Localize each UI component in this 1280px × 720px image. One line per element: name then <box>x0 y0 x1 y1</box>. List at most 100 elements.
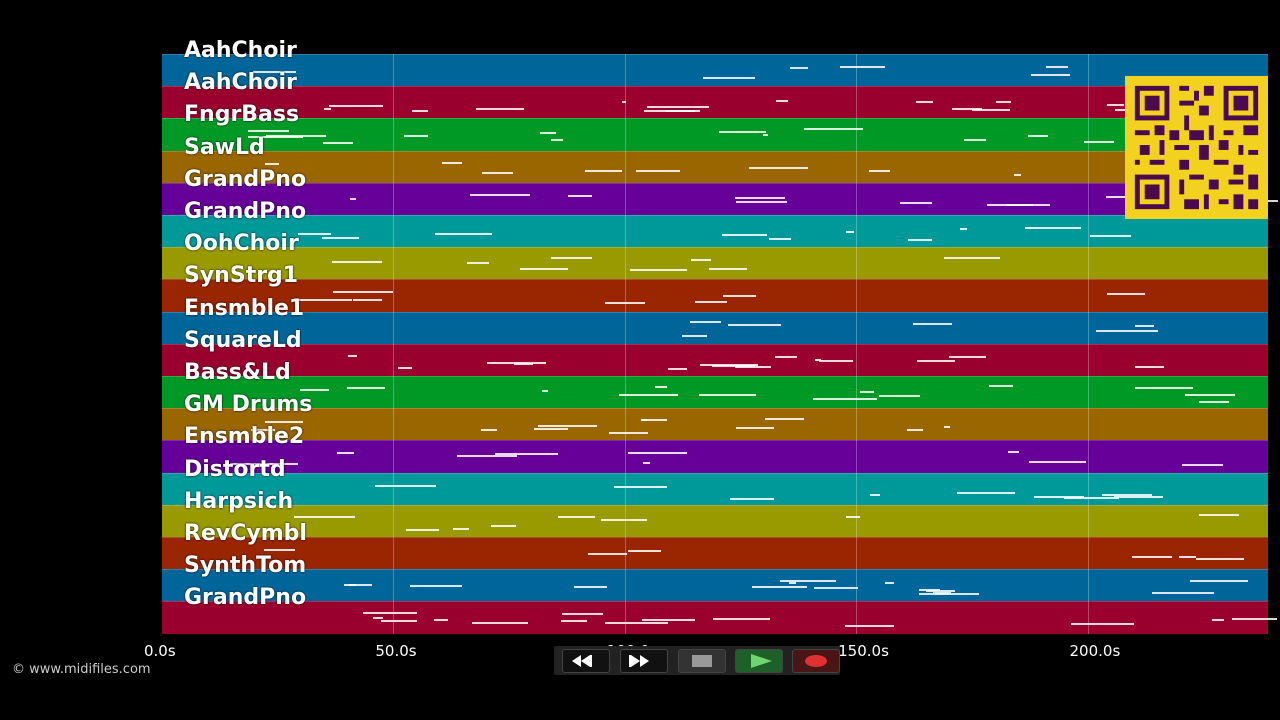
note-mark <box>1090 234 1131 237</box>
note-mark <box>609 432 649 435</box>
note-mark <box>839 66 886 69</box>
track-lane <box>162 118 1268 152</box>
note-mark <box>229 463 285 466</box>
grid-line <box>1087 54 1089 634</box>
note-mark <box>723 294 757 297</box>
note-mark <box>700 363 759 366</box>
record-button[interactable] <box>792 649 840 673</box>
note-mark <box>456 454 517 457</box>
play-button[interactable] <box>735 649 783 673</box>
note-mark <box>487 361 546 364</box>
note-mark <box>899 202 932 205</box>
fast-forward-button[interactable] <box>620 649 668 673</box>
track-lane <box>162 150 1268 184</box>
track-label: GrandPno <box>184 199 307 224</box>
note-mark <box>708 267 748 270</box>
track-label: AahChoir <box>184 38 297 63</box>
stop-icon <box>692 655 712 667</box>
note-mark <box>1114 495 1163 498</box>
note-mark <box>1107 292 1146 295</box>
record-icon <box>805 655 827 667</box>
note-mark <box>250 428 276 431</box>
note-mark <box>406 529 440 532</box>
note-mark <box>952 108 983 111</box>
note-mark <box>253 70 296 73</box>
note-mark <box>1151 592 1215 595</box>
note-mark <box>1179 556 1196 559</box>
note-mark <box>846 515 861 518</box>
track-lane <box>162 537 1268 570</box>
note-mark <box>926 590 956 593</box>
note-mark <box>943 256 1001 259</box>
track-lane <box>162 504 1268 538</box>
note-mark <box>628 550 662 553</box>
note-mark <box>1134 325 1154 328</box>
track-lanes <box>162 54 1278 635</box>
note-mark <box>727 323 782 326</box>
note-mark <box>482 171 514 174</box>
note-mark <box>913 322 953 325</box>
note-mark <box>343 583 357 586</box>
rewind-button[interactable] <box>562 649 610 673</box>
track-label: Ensmble2 <box>184 424 305 450</box>
note-mark <box>539 132 557 135</box>
note-mark <box>614 485 668 488</box>
note-mark <box>331 261 382 264</box>
note-mark <box>654 385 668 388</box>
note-mark <box>752 586 808 589</box>
note-mark <box>1064 497 1120 500</box>
note-mark <box>769 238 791 241</box>
note-mark <box>878 395 921 398</box>
note-mark <box>1007 451 1019 454</box>
note-mark <box>561 613 604 616</box>
note-mark <box>537 424 598 427</box>
note-mark <box>551 256 592 259</box>
note-mark <box>322 236 359 239</box>
track-lane <box>162 247 1268 281</box>
note-mark <box>604 622 669 625</box>
note-mark <box>884 581 895 584</box>
note-mark <box>762 133 768 136</box>
note-mark <box>375 485 436 488</box>
note-mark <box>541 390 549 393</box>
track-label: FngrBass <box>184 102 300 128</box>
note-mark <box>587 552 627 555</box>
copyright-text: © www.midifiles.com <box>12 662 151 677</box>
note-mark <box>1030 74 1071 77</box>
note-mark <box>730 497 774 500</box>
track-lane <box>162 86 1268 120</box>
note-mark <box>584 169 623 172</box>
note-mark <box>636 169 680 172</box>
note-mark <box>735 200 788 203</box>
note-mark <box>919 588 940 591</box>
note-mark <box>695 301 728 304</box>
note-mark <box>558 515 596 518</box>
note-mark <box>1134 387 1194 390</box>
track-label: GrandPno <box>184 166 307 192</box>
note-mark <box>265 162 280 165</box>
note-mark <box>398 366 412 369</box>
note-mark <box>1070 622 1134 625</box>
note-mark <box>297 233 331 236</box>
note-mark <box>988 385 1013 388</box>
note-mark <box>647 105 709 108</box>
note-mark <box>689 321 722 324</box>
note-mark <box>323 107 331 110</box>
note-mark <box>323 141 353 144</box>
track-lane <box>162 343 1268 377</box>
note-mark <box>734 196 785 199</box>
grid-line <box>393 54 395 634</box>
note-mark <box>948 356 987 359</box>
track-lane <box>162 376 1268 409</box>
note-mark <box>804 127 863 130</box>
note-mark <box>919 592 979 595</box>
note-mark <box>550 138 563 141</box>
note-mark <box>774 356 798 359</box>
note-mark <box>472 621 529 624</box>
note-mark <box>944 425 951 428</box>
note-mark <box>859 391 874 394</box>
note-mark <box>346 386 385 389</box>
stop-button[interactable] <box>678 649 726 673</box>
note-mark <box>1184 393 1235 396</box>
note-mark <box>844 624 894 627</box>
